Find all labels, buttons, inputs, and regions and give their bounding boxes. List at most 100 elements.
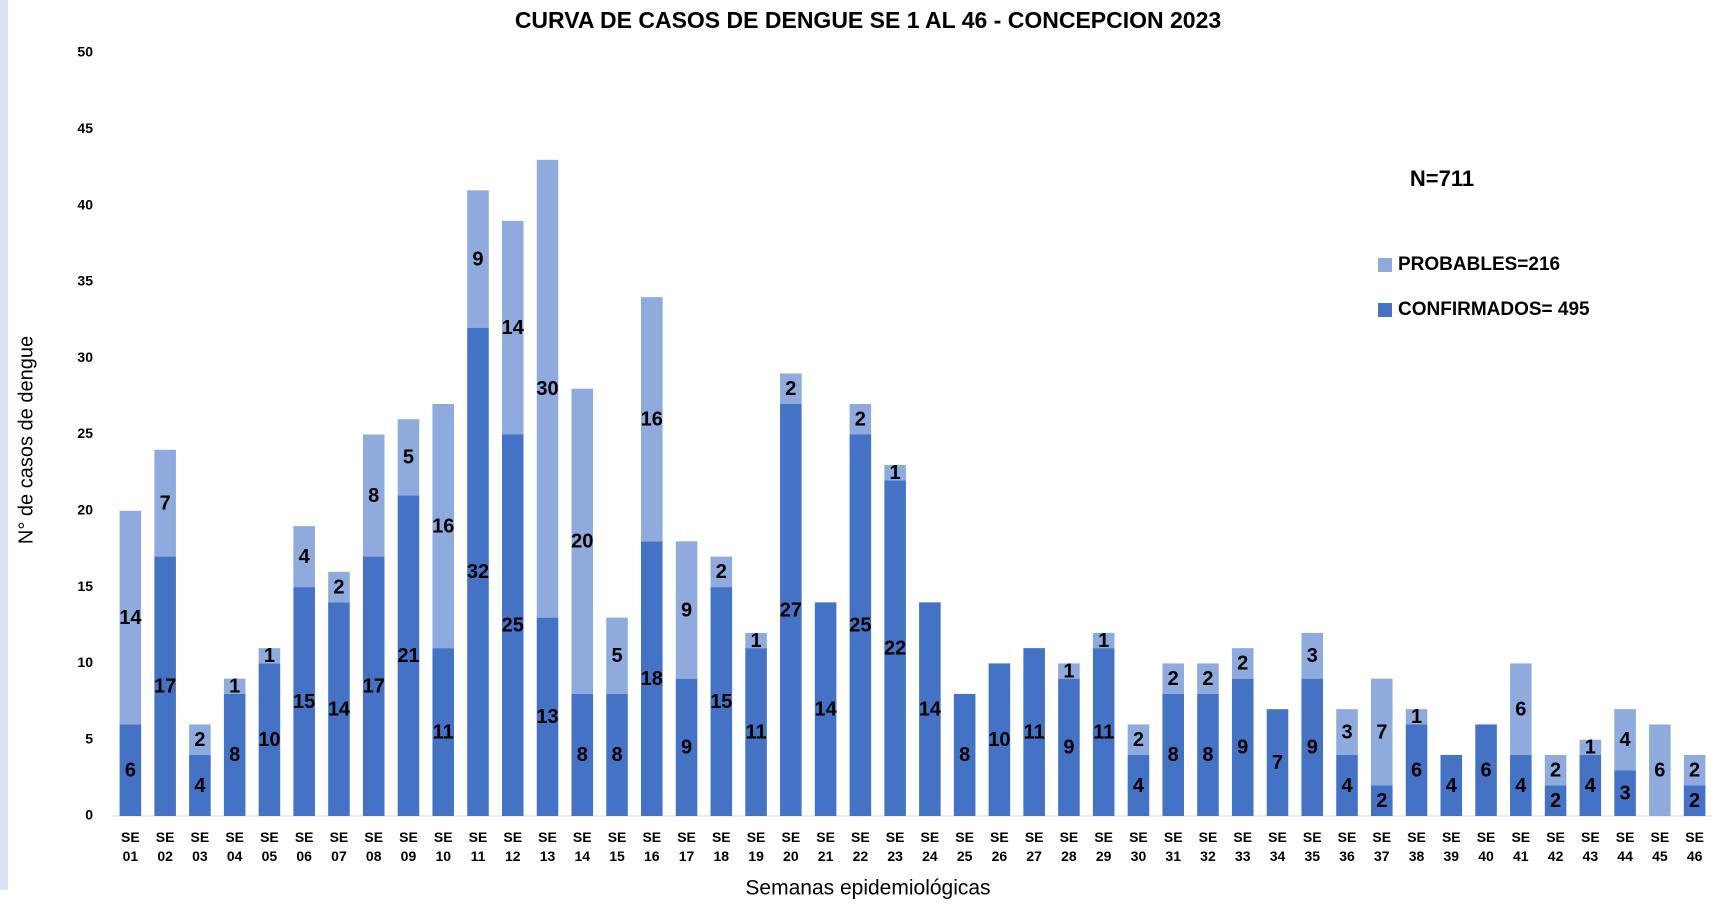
bar-segment [884, 465, 906, 481]
x-tick-label: SE 18 [712, 829, 731, 864]
bar-segment [536, 159, 559, 618]
bar-segment [1614, 770, 1636, 816]
x-tick-label: SE 09 [399, 829, 418, 864]
bar-segment [1336, 709, 1358, 755]
bar-segment [1370, 678, 1393, 786]
x-tick-label: SE 26 [990, 829, 1009, 864]
bar-segment [154, 449, 176, 557]
x-tick-label: SE 05 [260, 829, 279, 864]
bar-segment [1579, 754, 1602, 816]
y-tick-label: 35 [77, 273, 93, 289]
data-label: 16 [641, 409, 663, 431]
bar-segment [1092, 632, 1115, 649]
data-label: 11 [745, 721, 766, 743]
data-label: 15 [293, 691, 315, 713]
data-label: 1 [229, 676, 240, 698]
data-label: 9 [1307, 737, 1318, 759]
y-tick-label: 10 [77, 654, 93, 670]
x-axis-title: Semanas epidemiológicas [745, 877, 990, 900]
bar-segment [1405, 724, 1428, 816]
data-label: 20 [571, 531, 593, 553]
x-tick-label: SE 35 [1303, 829, 1322, 864]
data-label: 6 [1480, 760, 1491, 782]
y-tick-label: 20 [77, 502, 93, 518]
data-label: 2 [1133, 729, 1144, 751]
x-tick-label: SE 14 [573, 829, 592, 864]
data-label: 5 [403, 447, 414, 469]
bar-segment [536, 617, 559, 816]
x-tick-label: SE 39 [1442, 829, 1461, 864]
x-tick-label: SE 23 [886, 829, 905, 864]
left-strip [0, 0, 8, 890]
legend-swatch [1378, 303, 1392, 317]
x-tick-label: SE 17 [677, 829, 696, 864]
bar-segment [1510, 663, 1532, 755]
y-tick-label: 0 [85, 807, 93, 823]
data-label: 1 [1411, 706, 1422, 728]
y-tick-label: 30 [77, 349, 93, 365]
data-label: 4 [194, 775, 206, 797]
bar-segment [293, 526, 315, 588]
data-label: 11 [433, 721, 454, 743]
data-label: 8 [959, 744, 970, 766]
x-tick-label: SE 10 [434, 829, 453, 864]
data-label: 8 [229, 744, 240, 766]
bar-segment [397, 495, 420, 816]
data-label: 14 [328, 698, 351, 720]
data-label: 14 [119, 607, 142, 629]
y-tick-label: 5 [85, 730, 93, 746]
x-tick-label: SE 42 [1546, 829, 1565, 864]
bar-segment [745, 648, 767, 816]
x-tick-label: SE 11 [469, 829, 488, 864]
bar-segment [606, 617, 628, 694]
bar-segment [1127, 724, 1150, 755]
data-label: 32 [467, 561, 489, 583]
bar-segment [571, 388, 594, 694]
x-tick-label: SE 06 [295, 829, 314, 864]
data-label: 4 [1133, 775, 1145, 797]
bar-segment [988, 663, 1011, 816]
data-label: 4 [299, 546, 311, 568]
data-label: 3 [1620, 782, 1631, 804]
data-label: 2 [716, 561, 727, 583]
x-tick-label: SE 12 [503, 829, 522, 864]
data-label: 1 [1585, 737, 1596, 759]
data-label: 4 [1446, 775, 1458, 797]
bar-segment [328, 571, 350, 603]
x-tick-label: SE 22 [851, 829, 870, 864]
data-label: 9 [681, 599, 692, 621]
bar-segment [780, 373, 802, 404]
data-label: 2 [1376, 790, 1387, 812]
data-label: 2 [1550, 790, 1561, 812]
bar-segment [223, 693, 246, 816]
data-label: 21 [397, 645, 419, 667]
y-tick-label: 25 [77, 425, 93, 441]
bar-segment [1405, 709, 1428, 725]
data-label: 4 [1515, 775, 1527, 797]
data-label: 14 [919, 698, 942, 720]
bar-segment [1023, 648, 1045, 816]
bar-segment [362, 434, 385, 557]
data-label: 2 [855, 409, 866, 431]
data-label: 1 [1098, 630, 1109, 652]
bar-segment [1162, 663, 1184, 694]
bar-segment [710, 587, 733, 816]
x-tick-label: SE 36 [1338, 829, 1357, 864]
x-tick-label: SE 15 [608, 829, 627, 864]
y-tick-label: 45 [77, 120, 93, 136]
x-tick-label: SE 07 [330, 829, 349, 864]
bar-segment [1649, 724, 1671, 816]
bar-segment [467, 327, 489, 816]
data-label: 6 [125, 760, 136, 782]
bar-segment [1231, 678, 1254, 816]
x-tick-label: SE 46 [1685, 829, 1704, 864]
bar-segment [362, 556, 385, 816]
data-label: 17 [363, 676, 385, 698]
bar-segment [1231, 648, 1254, 679]
x-tick-label: SE 30 [1129, 829, 1148, 864]
data-label: 8 [1168, 744, 1179, 766]
data-label: 2 [785, 378, 796, 400]
data-label: 13 [536, 706, 558, 728]
bar-segment [1266, 709, 1289, 816]
